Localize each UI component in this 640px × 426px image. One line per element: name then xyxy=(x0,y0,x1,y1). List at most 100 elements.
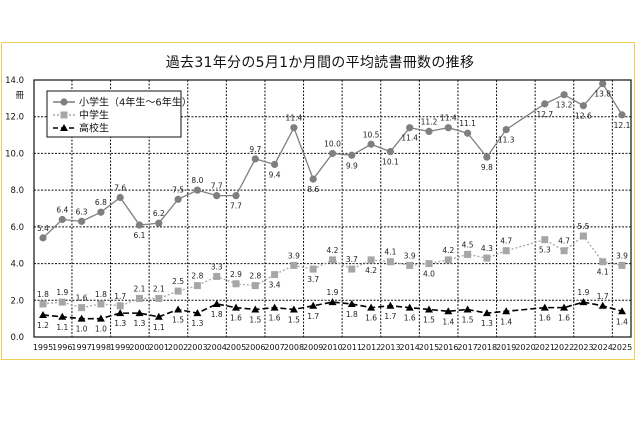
data-label: 3.3 xyxy=(211,262,223,271)
circle-marker xyxy=(464,129,472,137)
data-label: 1.5 xyxy=(249,315,261,324)
circle-marker xyxy=(174,195,182,203)
x-tick-label: 2014 xyxy=(400,343,420,352)
circle-marker xyxy=(406,124,414,132)
data-label: 3.4 xyxy=(269,281,281,290)
triangle-marker xyxy=(347,299,356,307)
y-tick-label: 10.0 xyxy=(5,149,24,159)
circle-marker xyxy=(58,215,66,224)
x-tick-label: 2015 xyxy=(419,343,439,352)
triangle-marker xyxy=(193,309,202,317)
data-label: 7.5 xyxy=(172,185,184,194)
data-label: 2.5 xyxy=(172,277,184,286)
triangle-marker xyxy=(367,303,376,311)
data-label: 3.7 xyxy=(307,275,319,284)
square-marker xyxy=(444,256,452,264)
y-tick-label: 8.0 xyxy=(10,186,24,196)
series-line xyxy=(42,235,623,309)
data-label: 1.7 xyxy=(384,312,396,321)
circle-marker xyxy=(367,140,375,148)
circle-marker xyxy=(78,217,86,225)
data-label: 4.5 xyxy=(462,240,474,249)
data-label: 5.5 xyxy=(577,222,589,231)
data-label: 9.7 xyxy=(249,145,261,154)
x-tick-label: 2018 xyxy=(477,343,497,352)
x-tick-label: 2011 xyxy=(342,343,362,352)
data-label: 1.1 xyxy=(56,323,68,332)
data-label: 1.5 xyxy=(462,315,474,324)
data-label: 9.4 xyxy=(269,170,281,179)
data-label: 1.0 xyxy=(95,325,107,334)
data-label: 1.6 xyxy=(539,314,551,323)
data-label: 6.3 xyxy=(76,207,88,216)
square-marker xyxy=(309,265,317,273)
y-axis: 0.0 2.0 4.0 6.0 8.0 10.0 12.0 14.0 冊 xyxy=(5,76,24,343)
data-label: 5.4 xyxy=(37,224,49,233)
square-marker xyxy=(251,282,259,290)
legend-item-label: 高校生 xyxy=(79,122,109,135)
data-label: 7.7 xyxy=(211,182,223,191)
data-label: 13.8 xyxy=(594,90,611,99)
triangle-marker xyxy=(116,309,125,317)
data-label: 1.7 xyxy=(597,292,609,301)
square-marker xyxy=(39,300,47,308)
circle-marker xyxy=(290,124,298,132)
triangle-marker xyxy=(60,124,68,131)
data-label: 1.5 xyxy=(288,315,300,324)
data-label: 1.9 xyxy=(577,288,589,297)
data-label: 1.2 xyxy=(37,321,49,330)
data-label: 1.4 xyxy=(616,317,628,326)
circle-marker xyxy=(444,124,452,132)
data-label: 1.1 xyxy=(153,323,165,332)
data-label: 4.3 xyxy=(481,244,493,253)
data-label: 11.4 xyxy=(286,114,303,123)
triangle-marker xyxy=(502,307,511,315)
data-label: 6.8 xyxy=(95,198,107,207)
x-tick-label: 2007 xyxy=(264,343,284,352)
series-line xyxy=(42,301,623,320)
data-label: 8.0 xyxy=(191,176,203,185)
data-label: 1.8 xyxy=(211,310,223,319)
data-label: 1.9 xyxy=(327,288,339,297)
data-label: 1.4 xyxy=(500,317,512,326)
circle-marker xyxy=(502,125,510,134)
triangle-marker xyxy=(289,305,298,313)
data-label: 11.2 xyxy=(421,117,438,126)
square-marker xyxy=(271,271,279,279)
triangle-marker xyxy=(58,312,67,320)
square-marker xyxy=(348,265,356,273)
data-label: 1.6 xyxy=(230,314,242,323)
data-label: 4.7 xyxy=(558,237,570,246)
square-marker xyxy=(541,236,549,244)
circle-marker xyxy=(60,98,68,106)
data-label: 2.1 xyxy=(134,284,146,293)
data-label: 1.5 xyxy=(423,315,435,324)
data-label: 2.1 xyxy=(153,284,165,293)
square-marker xyxy=(58,298,66,306)
square-marker xyxy=(78,304,86,312)
series-0: 5.4 6.4 6.3 6.8 7.6 6.1 6.2 7.5 8.0 7.7 7.7 9.7 9.4 1… xyxy=(37,80,631,242)
data-label: 10.0 xyxy=(324,139,341,148)
data-label: 1.4 xyxy=(442,317,454,326)
data-label: 9.8 xyxy=(481,163,493,172)
circle-marker xyxy=(560,91,568,99)
x-tick-label: 2025 xyxy=(612,343,632,352)
y-tick-label: 6.0 xyxy=(10,223,24,233)
data-label: 4.2 xyxy=(442,246,454,255)
triangle-marker xyxy=(212,299,221,307)
triangle-marker xyxy=(405,303,414,311)
circle-marker xyxy=(386,147,394,156)
legend-item-label: 小学生（4年生～6年生） xyxy=(79,96,192,109)
triangle-marker xyxy=(540,303,549,311)
x-tick-label: 2019 xyxy=(496,343,516,352)
data-label: 10.1 xyxy=(382,158,399,167)
x-tick-label: 2012 xyxy=(361,343,381,352)
triangle-marker xyxy=(96,314,105,322)
data-label: 7.6 xyxy=(114,183,126,192)
chart-title: 過去31年分の5月1か月間の平均読書冊数の推移 xyxy=(165,55,475,71)
square-marker xyxy=(97,300,105,308)
square-marker xyxy=(599,258,607,266)
triangle-marker xyxy=(579,298,588,306)
data-label: 11.1 xyxy=(459,119,476,128)
